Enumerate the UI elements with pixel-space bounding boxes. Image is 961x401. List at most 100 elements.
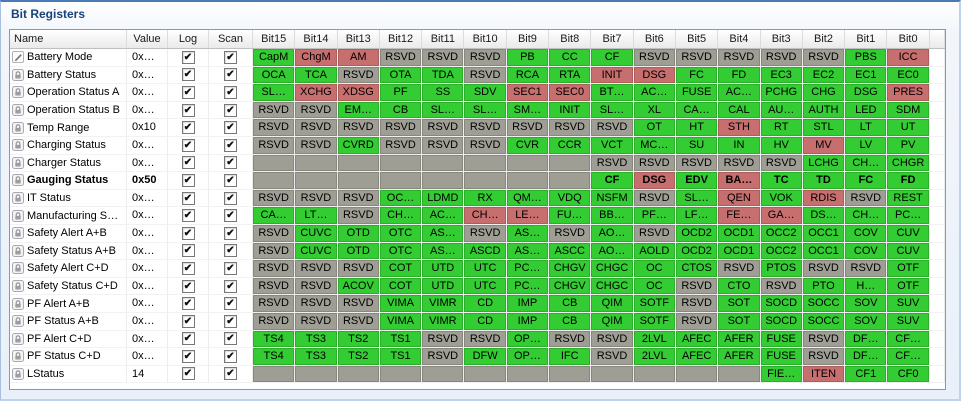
bit-cell-bit9[interactable]: IMP	[506, 312, 550, 331]
bit-cell-bit9[interactable]	[506, 365, 550, 384]
bit-cell-bit2[interactable]: DS…	[802, 207, 846, 225]
bit-cell-bit2[interactable]: RSVD	[802, 330, 846, 349]
bit-cell-bit9[interactable]: RCA	[506, 66, 550, 85]
bit-cell-bit11[interactable]: UTD	[422, 277, 465, 296]
log-checkbox[interactable]: ✔	[181, 261, 195, 275]
register-name-cell[interactable]: LStatus	[10, 365, 127, 384]
bit-cell-bit13[interactable]: RSVD	[337, 295, 380, 313]
bit-cell-bit15[interactable]: RSVD	[253, 277, 296, 296]
bit-cell-bit12[interactable]: TS1	[379, 348, 423, 366]
bit-cell-bit2[interactable]: MV	[802, 136, 846, 155]
bit-cell-bit7[interactable]: INIT	[591, 66, 634, 85]
register-name-cell[interactable]: PF Alert C+D	[10, 330, 127, 349]
bit-cell-bit15[interactable]: RSVD	[253, 312, 296, 331]
register-name-cell[interactable]: Safety Alert C+D	[10, 260, 127, 278]
bit-cell-bit7[interactable]: SL…	[591, 101, 634, 120]
bit-cell-bit11[interactable]: SL…	[422, 101, 465, 120]
bit-cell-bit12[interactable]	[379, 172, 423, 190]
bit-cell-bit10[interactable]: ASCD	[464, 242, 507, 261]
bit-cell-bit7[interactable]: CHGC	[591, 260, 634, 278]
bit-cell-bit15[interactable]: RSVD	[253, 260, 296, 278]
bit-cell-bit9[interactable]: OP…	[506, 348, 550, 366]
bit-cell-bit13[interactable]: OTD	[337, 242, 380, 261]
bit-cell-bit2[interactable]: STL	[802, 119, 846, 137]
bit-cell-bit12[interactable]: OTA	[379, 66, 423, 85]
scan-checkbox[interactable]: ✔	[224, 103, 237, 117]
bit-cell-bit5[interactable]: RSVD	[675, 49, 719, 67]
bit-cell-bit13[interactable]: RSVD	[337, 207, 380, 225]
log-checkbox[interactable]: ✔	[181, 279, 195, 293]
bit-cell-bit2[interactable]: OCC1	[802, 224, 846, 243]
bit-cell-bit2[interactable]: RSVD	[802, 348, 846, 366]
bit-cell-bit8[interactable]: FU…	[549, 207, 592, 225]
bit-cell-bit11[interactable]: RSVD	[422, 348, 465, 366]
column-header-bit12[interactable]: Bit12	[380, 30, 423, 48]
bit-cell-bit15[interactable]: RSVD	[253, 189, 296, 208]
bit-cell-bit3[interactable]: PTOS	[760, 260, 803, 278]
bit-cell-bit14[interactable]: TCA	[295, 66, 338, 85]
bit-cell-bit6[interactable]: 2LVL	[633, 348, 676, 366]
bit-cell-bit13[interactable]: XDSG	[337, 84, 380, 102]
bit-cell-bit4[interactable]	[718, 365, 761, 384]
bit-cell-bit15[interactable]: SL…	[253, 84, 296, 102]
bit-cell-bit15[interactable]: RSVD	[253, 224, 296, 243]
bit-cell-bit11[interactable]: UTD	[422, 260, 465, 278]
bit-cell-bit6[interactable]: DSG	[633, 66, 676, 85]
bit-cell-bit0[interactable]: PRES	[887, 84, 930, 102]
bit-cell-bit13[interactable]: TS2	[337, 330, 380, 349]
bit-cell-bit11[interactable]: TDA	[422, 66, 465, 85]
bit-cell-bit2[interactable]: ITEN	[802, 365, 846, 384]
bit-cell-bit7[interactable]: AO…	[591, 242, 634, 261]
bit-cell-bit7[interactable]	[591, 365, 634, 384]
column-header-bit4[interactable]: Bit4	[718, 30, 761, 48]
bit-cell-bit12[interactable]	[379, 154, 423, 173]
bit-cell-bit1[interactable]: RSVD	[845, 189, 888, 208]
bit-cell-bit7[interactable]: VCT	[591, 136, 634, 155]
bit-cell-bit9[interactable]: CVR	[506, 136, 550, 155]
bit-cell-bit0[interactable]: CF…	[887, 330, 930, 349]
bit-cell-bit3[interactable]: OCC2	[760, 224, 803, 243]
bit-cell-bit4[interactable]: CAL	[718, 101, 761, 120]
register-name-cell[interactable]: Charger Status	[10, 154, 127, 173]
log-checkbox[interactable]: ✔	[181, 156, 195, 170]
bit-cell-bit13[interactable]	[337, 172, 380, 190]
bit-cell-bit13[interactable]: AM	[337, 49, 380, 67]
scan-checkbox[interactable]: ✔	[224, 173, 237, 187]
scan-checkbox[interactable]: ✔	[224, 156, 237, 170]
bit-cell-bit5[interactable]: OCD2	[675, 242, 719, 261]
bit-cell-bit15[interactable]	[253, 365, 296, 384]
bit-cell-bit6[interactable]: PF…	[633, 207, 676, 225]
column-header-bit13[interactable]: Bit13	[338, 30, 380, 48]
scan-checkbox[interactable]: ✔	[224, 121, 237, 135]
bit-cell-bit14[interactable]: RSVD	[295, 136, 338, 155]
bit-cell-bit10[interactable]: RSVD	[464, 136, 507, 155]
bit-cell-bit14[interactable]	[295, 172, 338, 190]
bit-cell-bit13[interactable]: CVRD	[337, 136, 380, 155]
bit-cell-bit1[interactable]: DSG	[845, 84, 888, 102]
bit-cell-bit11[interactable]: AS…	[422, 242, 465, 261]
bit-cell-bit0[interactable]: CF0	[887, 365, 930, 384]
bit-cell-bit4[interactable]: CTO	[718, 277, 761, 296]
bit-cell-bit7[interactable]: CF	[591, 172, 634, 190]
bit-cell-bit14[interactable]: XCHG	[295, 84, 338, 102]
bit-cell-bit4[interactable]: OCD1	[718, 224, 761, 243]
register-name-cell[interactable]: Gauging Status	[10, 172, 127, 190]
bit-cell-bit14[interactable]: ChgM	[295, 49, 338, 67]
bit-cell-bit14[interactable]	[295, 365, 338, 384]
register-name-cell[interactable]: PF Status A+B	[10, 312, 127, 331]
bit-cell-bit10[interactable]: UTC	[464, 260, 507, 278]
bit-cell-bit5[interactable]: RSVD	[675, 154, 719, 173]
bit-cell-bit15[interactable]	[253, 172, 296, 190]
bit-cell-bit15[interactable]: TS4	[253, 348, 296, 366]
bit-cell-bit4[interactable]: STH	[718, 119, 761, 137]
bit-cell-bit6[interactable]: OC	[633, 277, 676, 296]
bit-cell-bit3[interactable]: TC	[760, 172, 803, 190]
bit-cell-bit2[interactable]: EC2	[802, 66, 846, 85]
bit-cell-bit14[interactable]: LT…	[295, 207, 338, 225]
bit-cell-bit11[interactable]: RSVD	[422, 49, 465, 67]
scan-checkbox[interactable]: ✔	[224, 261, 237, 275]
bit-cell-bit1[interactable]: H…	[845, 277, 888, 296]
bit-cell-bit0[interactable]: SUV	[887, 295, 930, 313]
bit-cell-bit5[interactable]: LF…	[675, 207, 719, 225]
bit-cell-bit13[interactable]: TS2	[337, 348, 380, 366]
